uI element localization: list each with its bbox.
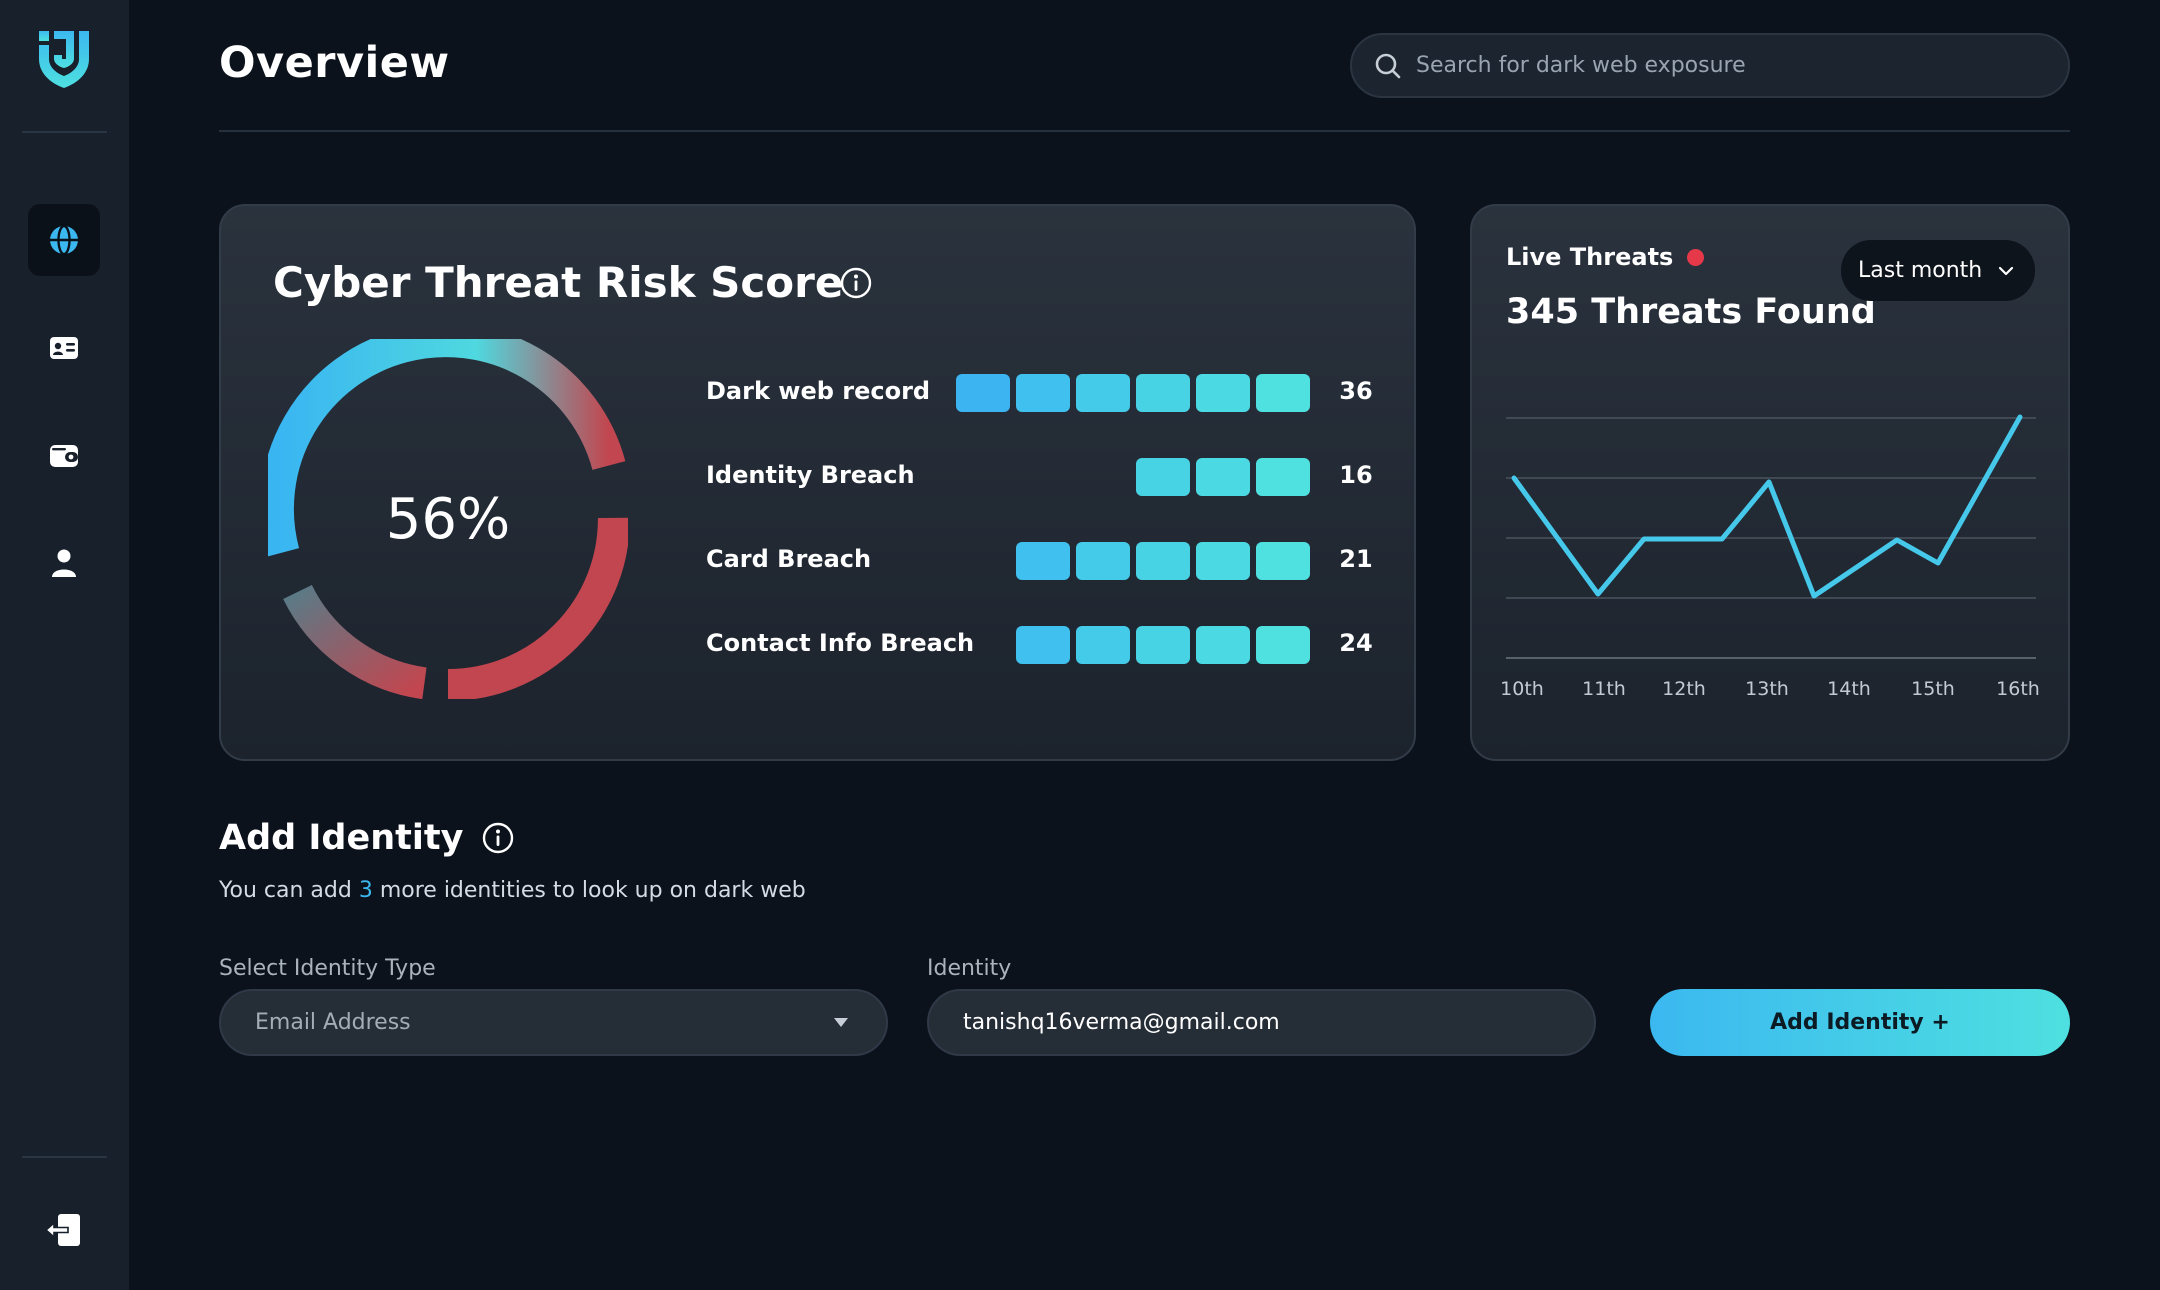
risk-metric-bar-segment	[1256, 374, 1310, 412]
chart-x-tick-label: 11th	[1582, 678, 1626, 700]
risk-metric-bar-segment	[1196, 626, 1250, 664]
chart-x-tick-label: 13th	[1745, 678, 1789, 700]
chart-x-tick-label: 14th	[1827, 678, 1871, 700]
risk-score-card: Cyber Threat Risk Score	[219, 204, 1416, 761]
identity-input[interactable]	[963, 1010, 1553, 1035]
gauge-arc-right	[447, 517, 628, 699]
risk-metric-row: Contact Info Breach 24	[706, 626, 1386, 664]
risk-metric-bar-segment	[956, 374, 1010, 412]
risk-metric-value: 21	[1339, 545, 1373, 573]
add-identity-heading: Add Identity	[219, 818, 515, 858]
risk-metric-row: Card Breach 21	[706, 542, 1386, 580]
risk-metric-row: Dark web record 36	[706, 374, 1386, 412]
risk-metric-bar-segment	[1076, 542, 1130, 580]
search-input[interactable]	[1416, 53, 2036, 78]
risk-metric-bar-segment	[1196, 374, 1250, 412]
period-dropdown-value: Last month	[1858, 258, 1983, 283]
risk-metric-bar-segment	[1016, 542, 1070, 580]
shield-logo-icon	[39, 31, 89, 88]
risk-score-title-text: Cyber Threat Risk Score	[273, 258, 844, 307]
chevron-down-icon	[1999, 266, 2014, 275]
risk-metric-bar-segment	[1256, 626, 1310, 664]
risk-metric-bars	[956, 374, 1310, 412]
chart-x-tick-label: 16th	[1996, 678, 2040, 700]
risk-metric-bar-segment	[1196, 458, 1250, 496]
info-icon[interactable]	[839, 266, 873, 300]
remaining-identities-count: 3	[358, 878, 373, 903]
risk-score-gauge	[268, 339, 628, 699]
risk-metric-bar-segment	[1076, 626, 1130, 664]
identity-type-select[interactable]: Email Address	[219, 989, 888, 1056]
page-title: Overview	[219, 38, 450, 88]
risk-metric-bar-segment	[1136, 458, 1190, 496]
sidebar-divider-top	[22, 131, 107, 133]
risk-metric-bars	[1136, 458, 1310, 496]
risk-metric-bar-segment	[1136, 374, 1190, 412]
search-bar[interactable]	[1350, 33, 2070, 98]
identity-type-value: Email Address	[255, 1010, 411, 1035]
wallet-icon	[50, 445, 78, 467]
add-identity-subtitle-suffix: more identities to look up on dark web	[372, 878, 806, 903]
risk-score-title: Cyber Threat Risk Score	[273, 258, 873, 307]
sidebar-item-profile[interactable]	[28, 527, 100, 599]
caret-down-icon	[834, 1018, 848, 1027]
threats-line-chart: 10th 11th 12th 13th 14th 15th 16th	[1500, 414, 2040, 700]
chart-x-tick-label: 12th	[1662, 678, 1706, 700]
chart-x-tick-label: 15th	[1911, 678, 1955, 700]
identity-label: Identity	[927, 956, 1012, 981]
info-icon[interactable]	[481, 821, 515, 855]
risk-metric-label: Card Breach	[706, 545, 872, 573]
risk-metric-bar-segment	[1016, 626, 1070, 664]
risk-metric-label: Identity Breach	[706, 461, 915, 489]
id-card-icon	[50, 337, 78, 359]
sidebar-item-dark-web[interactable]	[28, 204, 100, 276]
gauge-arc-score	[268, 339, 626, 557]
risk-metric-value: 16	[1339, 461, 1373, 489]
add-identity-subtitle: You can add 3 more identities to look up…	[219, 878, 806, 903]
threats-series-line	[1511, 414, 2023, 599]
risk-metric-bar-segment	[1256, 458, 1310, 496]
globe-icon	[50, 224, 78, 256]
sidebar	[0, 0, 129, 1290]
live-threats-card: 10th 11th 12th 13th 14th 15th 16th Live Threat…	[1470, 204, 2070, 761]
live-threats-label: Live Threats	[1506, 243, 1674, 271]
risk-metric-label: Dark web record	[706, 377, 931, 405]
risk-metric-bars	[1016, 626, 1310, 664]
sidebar-divider-bottom	[22, 1156, 107, 1158]
gauge-arc-left	[283, 584, 427, 699]
risk-metric-value: 24	[1339, 629, 1373, 657]
risk-metric-bar-segment	[1016, 374, 1070, 412]
risk-metric-label: Contact Info Breach	[706, 629, 975, 657]
risk-metric-bar-segment	[1076, 374, 1130, 412]
sidebar-item-wallet[interactable]	[28, 419, 100, 491]
add-identity-subtitle-prefix: You can add	[219, 878, 359, 903]
identity-field[interactable]	[927, 989, 1596, 1056]
risk-metric-bars	[1016, 542, 1310, 580]
risk-score-value: 56%	[385, 486, 511, 552]
logout-icon[interactable]	[44, 1210, 84, 1250]
live-indicator-dot	[1687, 248, 1705, 266]
sidebar-item-identity[interactable]	[28, 312, 100, 384]
risk-metric-value: 36	[1339, 377, 1373, 405]
risk-metric-bar-segment	[1136, 542, 1190, 580]
period-dropdown[interactable]: Last month	[1841, 240, 2035, 301]
user-icon	[52, 549, 76, 577]
chart-x-tick-label: 10th	[1500, 678, 1544, 700]
risk-metric-row: Identity Breach 16	[706, 458, 1386, 496]
add-identity-button[interactable]: Add Identity +	[1650, 989, 2070, 1056]
risk-metric-bar-segment	[1256, 542, 1310, 580]
identity-type-label: Select Identity Type	[219, 956, 436, 981]
risk-metric-bar-segment	[1196, 542, 1250, 580]
risk-metric-bar-segment	[1136, 626, 1190, 664]
live-threats-heading: Live Threats	[1506, 243, 1705, 271]
threats-count: 345 Threats Found	[1506, 292, 1876, 332]
header-divider	[219, 130, 2070, 132]
search-icon	[1375, 53, 1401, 78]
add-identity-title: Add Identity	[219, 818, 464, 858]
